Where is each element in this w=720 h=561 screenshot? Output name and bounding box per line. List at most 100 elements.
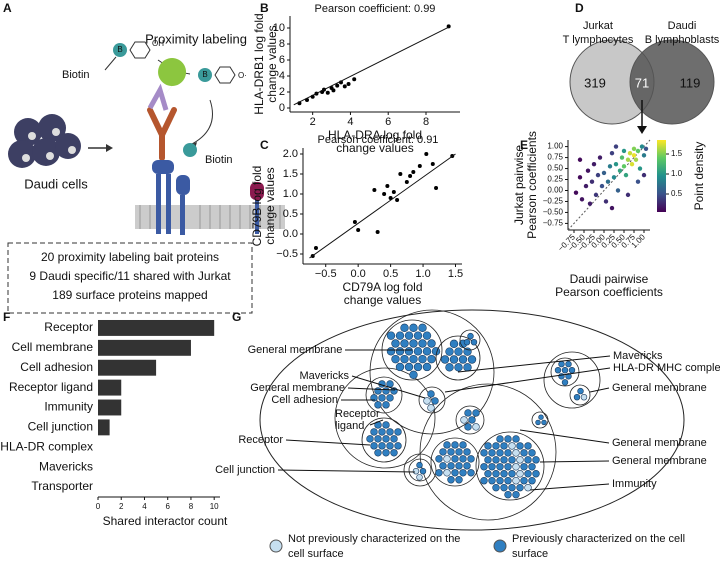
- protein-dot: [558, 360, 565, 368]
- protein-dot: [516, 483, 524, 492]
- overlap-count: 71: [635, 75, 649, 90]
- protein-dot: [580, 393, 588, 401]
- y-tick-label: Receptor ligand: [9, 380, 93, 394]
- protein-dot: [404, 347, 414, 356]
- group-circle: [455, 405, 485, 435]
- group-label: Receptor: [238, 434, 283, 446]
- point: [583, 183, 589, 189]
- protein-dot: [400, 354, 409, 364]
- point: [607, 164, 613, 169]
- group-circle: [361, 417, 407, 463]
- point: [635, 179, 641, 184]
- y-tick-label: 1.5: [283, 168, 298, 180]
- x-axis-label: CD79A log fold: [342, 280, 422, 294]
- protein-dot: [386, 331, 396, 340]
- point: [335, 83, 340, 88]
- point: [609, 205, 615, 211]
- legend-swatch: [269, 539, 283, 553]
- x-axis-label: Shared interactor count: [103, 514, 228, 528]
- arrowhead: [637, 126, 647, 134]
- protein-dot: [467, 355, 477, 364]
- protein-dot: [382, 435, 390, 443]
- protein-dot: [370, 428, 378, 436]
- protein-dot: [395, 331, 405, 340]
- leader-line: [277, 469, 416, 473]
- protein-dot: [382, 421, 390, 429]
- protein-dot: [386, 394, 394, 402]
- protein-dot: [470, 338, 478, 346]
- point: [599, 183, 605, 189]
- protein-dot: [395, 347, 405, 356]
- y-axis-label: Pearson coefficients: [525, 131, 539, 239]
- protein-dot: [508, 470, 516, 478]
- point: [372, 188, 377, 192]
- protein-dot: [451, 469, 459, 477]
- molecule-label: B: [117, 45, 122, 54]
- set-count: 119: [680, 75, 701, 90]
- diagonal: [567, 139, 651, 231]
- point: [352, 77, 357, 82]
- y-tick-label: 10: [273, 22, 285, 34]
- protein-dot: [504, 490, 512, 499]
- protein-dot: [488, 477, 496, 485]
- protein-dot: [468, 416, 476, 424]
- point: [603, 199, 609, 204]
- protein-dot: [400, 339, 409, 348]
- leader-line: [351, 375, 426, 399]
- protein-dot: [431, 397, 439, 405]
- protein-dot: [492, 470, 500, 478]
- venn-set: [629, 39, 715, 125]
- protein-dot: [374, 401, 382, 409]
- protein-dot: [440, 355, 450, 364]
- protein-dot: [390, 449, 398, 457]
- protein-dot: [422, 347, 432, 356]
- point: [613, 161, 619, 167]
- protein-dot: [508, 483, 516, 492]
- receptor: [152, 160, 190, 235]
- protein-dot: [413, 331, 423, 340]
- point: [356, 228, 361, 232]
- panel-letter: A: [3, 1, 12, 15]
- protein-dot: [467, 469, 475, 477]
- protein-dot: [512, 449, 520, 457]
- protein-dot: [443, 469, 451, 477]
- summary-line: 189 surface proteins mapped: [52, 288, 207, 302]
- protein-dot: [445, 363, 454, 372]
- leader-line: [285, 439, 371, 446]
- group-circle: [430, 437, 480, 487]
- point: [643, 146, 649, 151]
- leader-line: [347, 387, 396, 391]
- legend-label: Not previously characterized on the: [288, 533, 460, 545]
- set-name: Daudi: [668, 20, 697, 32]
- protein-dot: [512, 435, 520, 443]
- protein-dot: [472, 409, 480, 417]
- point: [595, 172, 601, 178]
- y-tick-label: Cell junction: [28, 420, 93, 434]
- protein-dot: [496, 435, 504, 443]
- antibody: [147, 107, 177, 161]
- arrow: [189, 99, 213, 146]
- enzyme: [158, 58, 187, 100]
- panel-letter: C: [260, 138, 269, 152]
- biotin-label: Biotin: [205, 154, 233, 166]
- protein-dot: [508, 442, 516, 450]
- protein-dot: [404, 362, 414, 372]
- protein-dot: [472, 423, 480, 431]
- point: [375, 230, 380, 234]
- group-label: General membrane: [248, 344, 343, 356]
- leader-line: [589, 387, 610, 393]
- bar: [98, 359, 157, 376]
- phenol-ring: [129, 41, 151, 59]
- y-tick-label: Immunity: [44, 400, 93, 414]
- protein-dot: [460, 416, 468, 424]
- protein-dot: [390, 435, 398, 443]
- point: [346, 82, 351, 86]
- protein-dot: [464, 409, 472, 417]
- y-tick-label: Cell membrane: [12, 340, 94, 354]
- protein-dot: [492, 456, 500, 464]
- molecule-label: O·: [238, 71, 247, 80]
- y-tick-label: Cell adhesion: [20, 360, 93, 374]
- legend-swatch: [493, 539, 507, 553]
- protein-dot: [447, 448, 455, 456]
